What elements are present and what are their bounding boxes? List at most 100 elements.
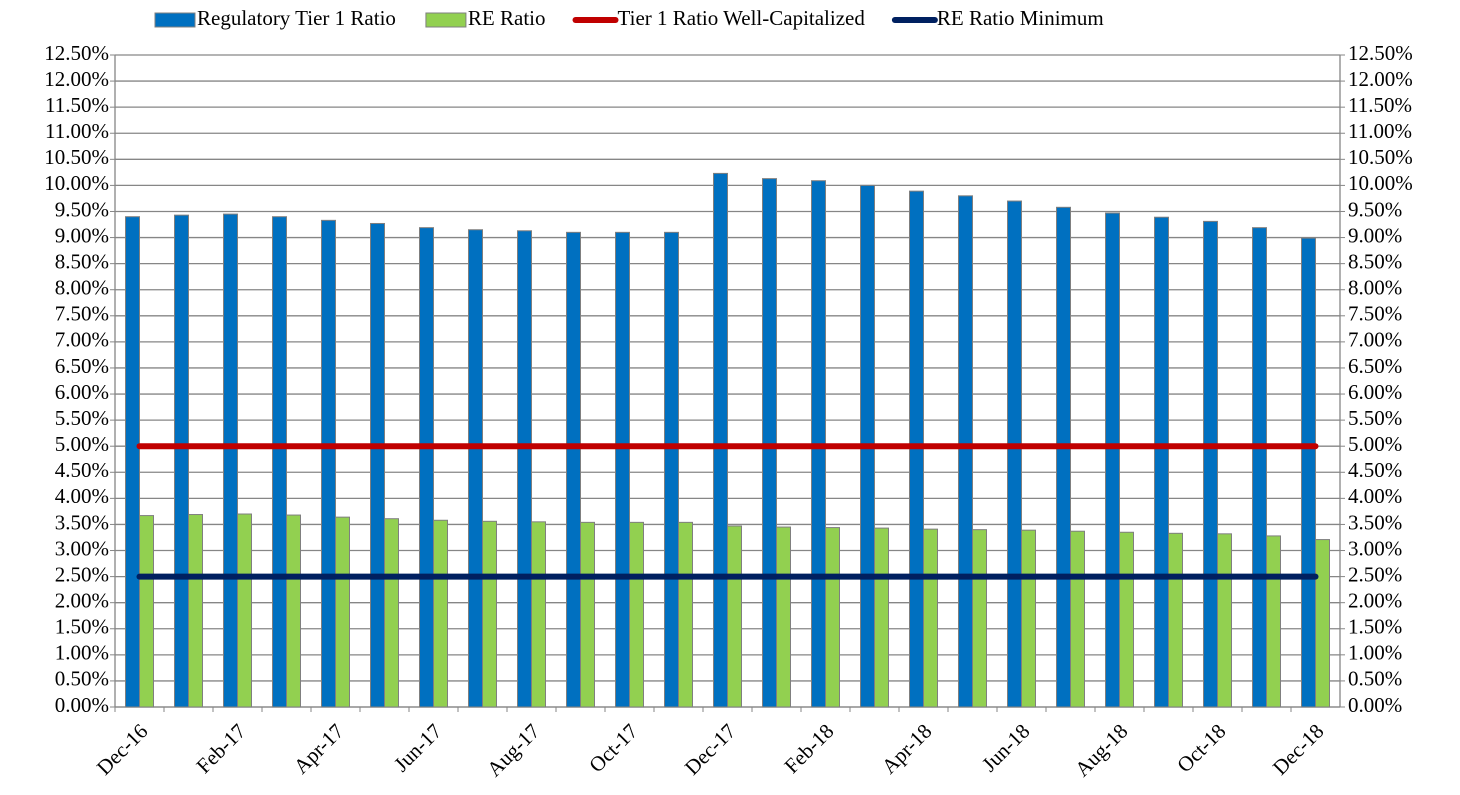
x-tick-label: Aug-17 (482, 719, 544, 781)
y-tick-label: 2.50% (55, 562, 109, 586)
bar (1266, 535, 1281, 708)
x-tick-label: Aug-18 (1070, 719, 1132, 781)
y2-tick-label: 12.50% (1348, 41, 1413, 65)
legend-label: Regulatory Tier 1 Ratio (197, 6, 396, 30)
y-tick-label: 10.50% (44, 145, 109, 169)
bar (923, 528, 938, 708)
bar (762, 178, 777, 708)
bar (1217, 533, 1232, 708)
x-tick-label: Dec-17 (680, 719, 741, 780)
bar (713, 172, 728, 708)
y2-tick-label: 9.50% (1348, 197, 1402, 221)
legend-swatch (425, 12, 467, 28)
bar (223, 213, 238, 708)
legend-label: RE Ratio Minimum (937, 6, 1104, 30)
legend-label: Tier 1 Ratio Well-Capitalized (618, 6, 866, 30)
y-tick-label: 8.00% (55, 276, 109, 300)
bar (1105, 212, 1120, 708)
y-tick-label: 9.50% (55, 197, 109, 221)
bar (370, 222, 385, 708)
bar (321, 219, 336, 708)
bar (531, 521, 546, 708)
bar (1154, 216, 1169, 708)
y2-tick-label: 8.00% (1348, 276, 1402, 300)
bar (517, 230, 532, 708)
bar (1070, 530, 1085, 708)
bar (629, 521, 644, 708)
y2-tick-label: 0.00% (1348, 693, 1402, 717)
y2-tick-label: 1.50% (1348, 615, 1402, 639)
y-tick-label: 0.00% (55, 693, 109, 717)
y-tick-label: 2.00% (55, 588, 109, 612)
y2-tick-label: 2.00% (1348, 588, 1402, 612)
bar (776, 526, 791, 708)
bar (1252, 227, 1267, 708)
x-tick-label: Jun-18 (977, 719, 1034, 776)
bar (1119, 531, 1134, 708)
bar (727, 525, 742, 708)
bar (972, 529, 987, 708)
y2-tick-label: 4.50% (1348, 458, 1402, 482)
y2-tick-label: 10.50% (1348, 145, 1413, 169)
y-tick-label: 11.00% (45, 119, 109, 143)
y2-tick-label: 11.50% (1348, 93, 1412, 117)
y-tick-label: 6.50% (55, 354, 109, 378)
y2-tick-label: 5.50% (1348, 406, 1402, 430)
bar (958, 195, 973, 708)
bar (1315, 539, 1330, 708)
bar (1056, 206, 1071, 708)
y-tick-label: 12.00% (44, 67, 109, 91)
bar (580, 521, 595, 708)
y2-tick-label: 11.00% (1348, 119, 1412, 143)
bar (419, 227, 434, 708)
x-tick-label: Apr-17 (289, 719, 349, 779)
x-tick-label: Oct-18 (1172, 719, 1230, 777)
bar (874, 527, 889, 708)
bar (433, 519, 448, 708)
y-tick-label: 1.50% (55, 615, 109, 639)
x-tick-label: Feb-18 (779, 719, 838, 778)
bar (272, 216, 287, 708)
y-tick-label: 3.50% (55, 510, 109, 534)
y2-tick-label: 10.00% (1348, 171, 1413, 195)
y-tick-label: 4.50% (55, 458, 109, 482)
x-tick-label: Dec-18 (1268, 719, 1329, 780)
x-tick-label: Oct-17 (584, 719, 642, 777)
bar (664, 231, 679, 708)
legend-label: RE Ratio (468, 6, 546, 30)
y-tick-label: 9.00% (55, 223, 109, 247)
y-tick-label: 5.50% (55, 406, 109, 430)
legend-swatch (154, 12, 196, 28)
bar (1021, 529, 1036, 708)
bar (678, 521, 693, 708)
y-tick-label: 5.00% (55, 432, 109, 456)
x-tick-label: Apr-18 (877, 719, 937, 779)
x-tick-label: Dec-16 (92, 719, 153, 780)
y2-tick-label: 7.00% (1348, 328, 1402, 352)
y2-tick-label: 3.50% (1348, 510, 1402, 534)
y2-tick-label: 2.50% (1348, 562, 1402, 586)
bar (286, 514, 301, 708)
y2-tick-label: 3.00% (1348, 536, 1402, 560)
y2-tick-label: 4.00% (1348, 484, 1402, 508)
bar (335, 516, 350, 708)
y2-tick-label: 0.50% (1348, 667, 1402, 691)
y-tick-label: 11.50% (45, 93, 109, 117)
bar (566, 231, 581, 708)
bar (1301, 237, 1316, 708)
bar (174, 214, 189, 708)
bar (139, 515, 154, 708)
y2-tick-label: 8.50% (1348, 249, 1402, 273)
y-tick-label: 7.50% (55, 302, 109, 326)
x-tick-label: Jun-17 (389, 719, 446, 776)
y2-tick-label: 6.00% (1348, 380, 1402, 404)
y-tick-label: 10.00% (44, 171, 109, 195)
y-tick-label: 4.00% (55, 484, 109, 508)
bar (825, 527, 840, 708)
y2-tick-label: 12.00% (1348, 67, 1413, 91)
bar (1007, 200, 1022, 708)
bar (615, 231, 630, 708)
bar (188, 514, 203, 708)
y-tick-label: 1.00% (55, 641, 109, 665)
